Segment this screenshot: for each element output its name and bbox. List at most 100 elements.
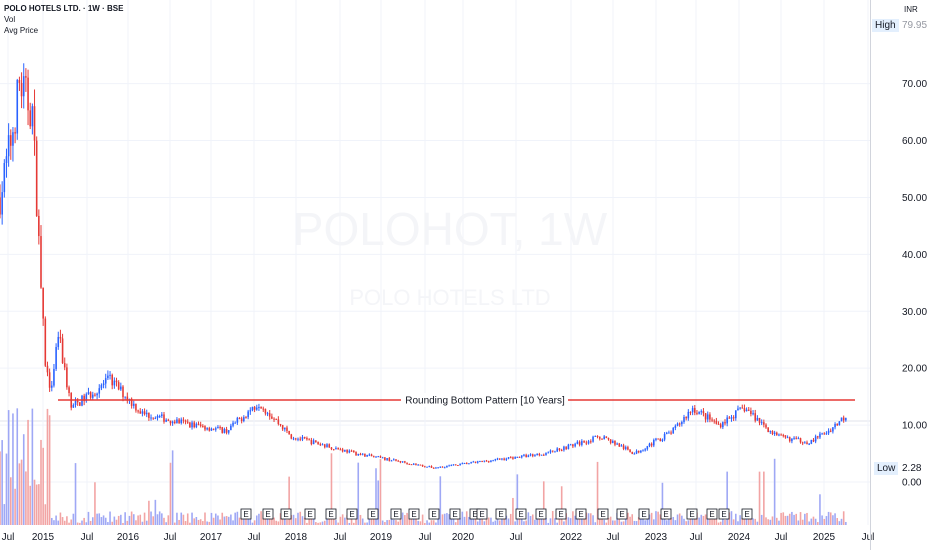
volume-bar [618,515,621,525]
earnings-marker: E [515,508,527,520]
candle-body [230,425,232,431]
candle-body [430,466,433,468]
volume-bar [494,520,497,525]
candle-body [646,446,649,450]
volume-bar [518,516,521,525]
volume-bar [404,515,406,525]
candle-body [372,456,375,458]
candle-body [395,459,397,461]
candle-body [583,441,585,443]
volume-bar [195,517,198,525]
volume-bar [443,513,446,525]
candle-body [446,465,448,468]
earnings-marker-box [686,508,698,520]
candle-body [479,461,481,463]
earnings-marker: E [408,508,420,520]
volume-bar [554,518,556,525]
volume-bar [672,516,675,525]
volume-bar [642,515,644,525]
candle-body [472,461,475,463]
earnings-marker-box [408,508,420,520]
volume-bar [55,515,57,525]
earnings-marker-box [575,508,587,520]
candle-body [102,383,105,386]
candle-body [439,466,442,468]
candle-body [384,457,386,460]
volume-bar [275,520,277,525]
volume-bar [415,514,417,525]
volume-bar [303,517,306,525]
price-scale[interactable] [870,0,932,550]
volume-bar [711,519,713,525]
volume-bar [763,471,765,525]
candle-body [59,336,62,339]
candle-body [637,450,640,453]
earnings-marker-label: E [472,510,477,519]
time-tick-label: Jul [2,532,15,543]
legend-title[interactable]: POLO HOTELS LTD. · 1W · BSE [4,4,124,13]
candle-body [657,438,659,440]
candle-body [437,467,439,469]
candle-body [408,463,411,465]
candle-body [204,426,206,430]
candle-body [743,408,746,412]
volume-bar [137,515,139,525]
candle-body [335,447,337,450]
candle-body [661,439,664,441]
volume-bar [700,514,703,525]
volume-bar [560,486,563,525]
candle-body [141,411,144,414]
candle-body [44,318,47,366]
candle-body [5,156,8,164]
volume-bar [769,519,772,525]
volume-bar [22,434,25,525]
volume-bar [27,419,29,525]
candle-body [737,408,739,411]
earnings-marker-label: E [600,510,605,519]
candle-body [421,464,424,467]
candle-body [538,453,541,456]
volume-bar [784,515,787,525]
volume-bar [681,515,683,525]
candle-body [601,438,603,440]
volume-bar [83,517,85,525]
volume-bar [173,522,176,525]
volume-bar [676,514,679,525]
candle-body [490,460,492,462]
time-tick-label: 2015 [32,532,55,543]
volume-bar [622,521,625,525]
volume-bar [523,521,525,525]
volume-bar [301,516,304,525]
earnings-marker-box [390,508,402,520]
candle-body [426,466,428,468]
volume-bar [85,522,88,525]
volume-bar [448,514,450,525]
volume-bar [410,517,413,525]
volume-bar [479,517,481,525]
candle-body [236,417,239,423]
candle-body [225,429,228,433]
volume-bar [234,512,236,525]
legend-avg-price[interactable]: Avg Price [4,26,39,35]
candle-body [760,422,763,424]
volume-bar [832,515,834,525]
volume-bar [214,513,217,525]
volume-bar [819,494,821,525]
candle-body [38,215,40,237]
time-tick-label: 2024 [728,532,751,543]
legend-volume[interactable]: Vol [4,15,16,24]
volume-bar [840,518,843,525]
candle-body [793,437,795,439]
candle-body [74,401,77,405]
candle-body [415,463,417,465]
volume-bar [665,520,668,525]
candle-body [609,439,612,443]
candle-body [388,458,391,461]
earnings-marker: E [367,508,379,520]
volume-bar [193,518,195,525]
volume-bar [603,519,605,525]
volume-bar [57,520,60,525]
high-label: High [872,19,899,32]
volume-bar [799,512,802,525]
